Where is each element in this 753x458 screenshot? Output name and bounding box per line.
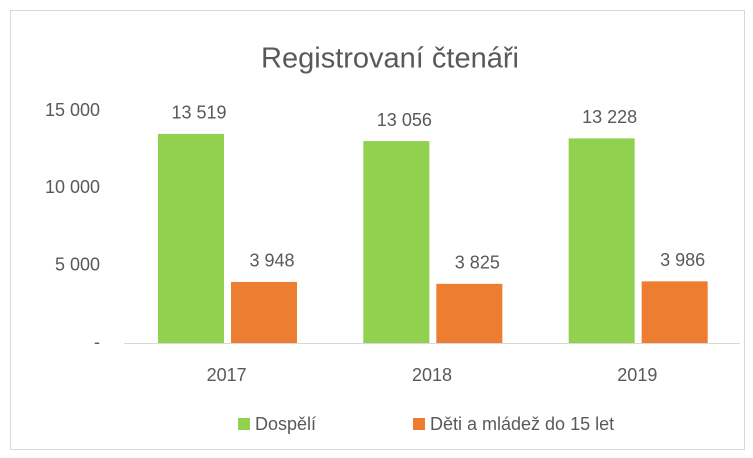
legend-swatch	[238, 418, 250, 430]
x-tick-label: 2019	[617, 365, 657, 385]
value-label: 3 948	[249, 251, 294, 271]
y-tick-label: 5 000	[55, 254, 100, 274]
value-label: 13 228	[582, 107, 637, 127]
x-tick-label: 2018	[412, 365, 452, 385]
y-tick-label: 15 000	[45, 100, 100, 120]
legend-label: Děti a mládež do 15 let	[430, 414, 614, 434]
bar	[158, 133, 224, 343]
value-label: 13 519	[171, 103, 226, 123]
bar	[363, 141, 430, 343]
legend-label: Dospělí	[255, 414, 316, 434]
value-label: 3 986	[660, 250, 705, 270]
x-tick-label: 2017	[207, 365, 247, 385]
y-tick-label: -	[94, 332, 100, 352]
legend-swatch	[413, 418, 425, 430]
bar	[436, 283, 503, 343]
bar	[641, 281, 708, 343]
value-label: 3 825	[455, 253, 500, 273]
chart-title: Registrovaní čtenáři	[261, 43, 519, 75]
bar	[231, 281, 297, 343]
y-tick-label: 10 000	[45, 177, 100, 197]
bar	[568, 138, 635, 343]
value-label: 13 056	[377, 110, 432, 130]
